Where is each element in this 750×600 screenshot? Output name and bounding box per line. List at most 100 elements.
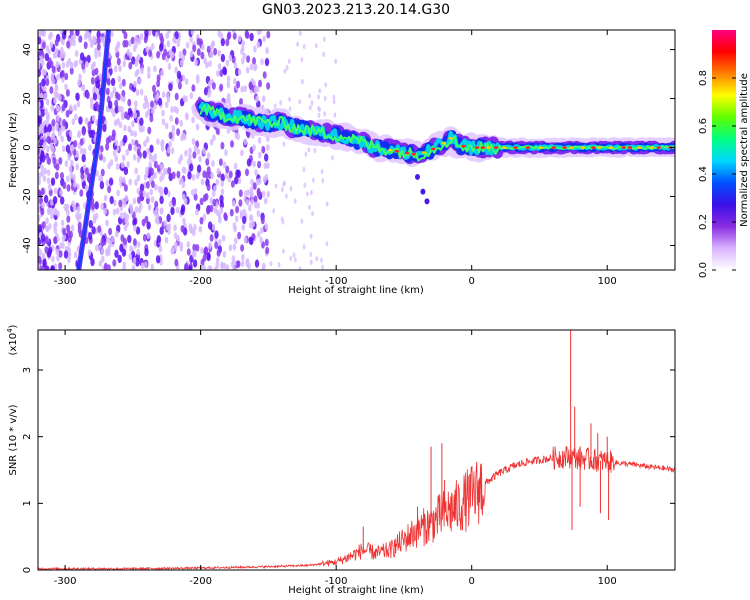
heatmap-cell <box>189 226 193 234</box>
snr-y-scale-label: (x104) <box>6 324 19 355</box>
heatmap-cell <box>157 97 163 106</box>
heatmap-cell <box>90 202 95 211</box>
heatmap-cell <box>231 260 235 268</box>
heatmap-cell <box>150 180 155 189</box>
heatmap-cell <box>226 81 231 89</box>
heatmap-cell <box>220 53 226 63</box>
heatmap-cell <box>208 60 212 68</box>
heatmap-y-ticks: -40 -20 0 20 40 <box>22 43 675 254</box>
heatmap-cell <box>68 130 73 138</box>
ridge-peak <box>474 146 480 149</box>
heatmap-cell <box>88 220 94 229</box>
heatmap-cell <box>99 181 105 190</box>
heatmap-cell <box>47 124 52 133</box>
heatmap-cell <box>145 136 150 144</box>
heatmap-cell <box>62 181 67 190</box>
heatmap-cell <box>168 82 173 92</box>
heatmap-cell <box>181 54 186 62</box>
heatmap-cell <box>88 35 92 43</box>
heatmap-cell <box>98 259 103 267</box>
heatmap-cell <box>184 149 188 157</box>
heatmap-cell <box>127 125 132 133</box>
heatmap-cell <box>210 171 214 179</box>
heatmap-cell <box>59 242 63 249</box>
heatmap-cell <box>150 100 154 109</box>
heatmap-cell <box>298 99 302 105</box>
heatmap-cell <box>237 231 242 240</box>
x-tick-label: -300 <box>54 276 77 287</box>
heatmap-cell <box>246 130 251 139</box>
heatmap-cell <box>219 83 224 92</box>
heatmap-cell <box>254 201 258 209</box>
heatmap-cell <box>69 104 73 112</box>
heatmap-cell <box>188 147 192 155</box>
heatmap-cell <box>133 144 138 152</box>
heatmap-cell <box>176 128 181 136</box>
ridge-peak <box>430 147 436 151</box>
heatmap-cell <box>309 251 313 258</box>
heatmap-cell <box>136 148 141 156</box>
heatmap-cell <box>320 257 323 263</box>
heatmap-cell <box>174 117 179 125</box>
ridge-peak <box>597 146 602 149</box>
heatmap-cell <box>53 236 58 244</box>
heatmap-cell <box>129 245 133 253</box>
heatmap-cell <box>130 129 134 137</box>
heatmap-x-label: Height of straight line (km) <box>288 285 424 296</box>
heatmap-cell <box>266 82 271 90</box>
heatmap-cell <box>222 262 227 270</box>
heatmap-cell <box>206 252 211 262</box>
heatmap-cell <box>143 35 148 44</box>
heatmap-cell <box>269 260 273 267</box>
heatmap-cell <box>317 112 321 118</box>
heatmap-cell <box>243 85 248 93</box>
heatmap-cell <box>280 216 284 222</box>
heatmap-cell <box>161 91 166 99</box>
snr-series <box>38 330 675 570</box>
ridge-peak <box>637 146 642 149</box>
heatmap-cell <box>46 177 51 185</box>
heatmap-cell <box>60 219 65 227</box>
heatmap-cell <box>51 119 56 127</box>
heatmap-cell <box>241 253 245 261</box>
heatmap-cell <box>128 143 132 151</box>
ridge-peak <box>404 151 410 155</box>
heatmap-cell <box>163 186 169 196</box>
heatmap-cell <box>187 171 192 180</box>
heatmap-cell <box>248 204 252 212</box>
heatmap-cell <box>180 207 185 216</box>
heatmap-cell <box>41 252 46 260</box>
heatmap-cell <box>45 115 50 122</box>
heatmap-cell <box>308 93 312 99</box>
heatmap-cell <box>79 189 84 197</box>
heatmap-cell <box>52 196 58 205</box>
heatmap-cell <box>38 178 41 186</box>
heatmap-cell <box>39 265 44 270</box>
heatmap-cell <box>73 140 78 148</box>
heatmap-cell <box>191 138 196 146</box>
heatmap-cell <box>174 92 179 101</box>
heatmap-cell <box>62 227 67 236</box>
heatmap-cell <box>95 169 99 177</box>
heatmap-cell <box>132 218 137 227</box>
heatmap-cell <box>179 154 184 162</box>
heatmap-cell <box>153 65 157 73</box>
heatmap-cell <box>155 218 160 225</box>
heatmap-cell <box>139 117 144 126</box>
heatmap-cell <box>218 158 223 166</box>
heatmap-cell <box>176 70 182 80</box>
heatmap-cell <box>242 208 247 216</box>
ridge-peak <box>480 146 486 149</box>
heatmap-cell <box>145 192 150 200</box>
heatmap-cell <box>133 224 137 232</box>
heatmap-cell <box>219 206 224 214</box>
heatmap-cell <box>51 255 55 263</box>
heatmap-cell <box>64 160 69 168</box>
heatmap-cell <box>289 186 293 192</box>
heatmap-cell <box>129 208 134 216</box>
heatmap-cell <box>144 30 149 38</box>
heatmap-cell <box>49 142 54 150</box>
heatmap-cell <box>61 31 67 40</box>
heatmap-cell <box>194 59 198 67</box>
